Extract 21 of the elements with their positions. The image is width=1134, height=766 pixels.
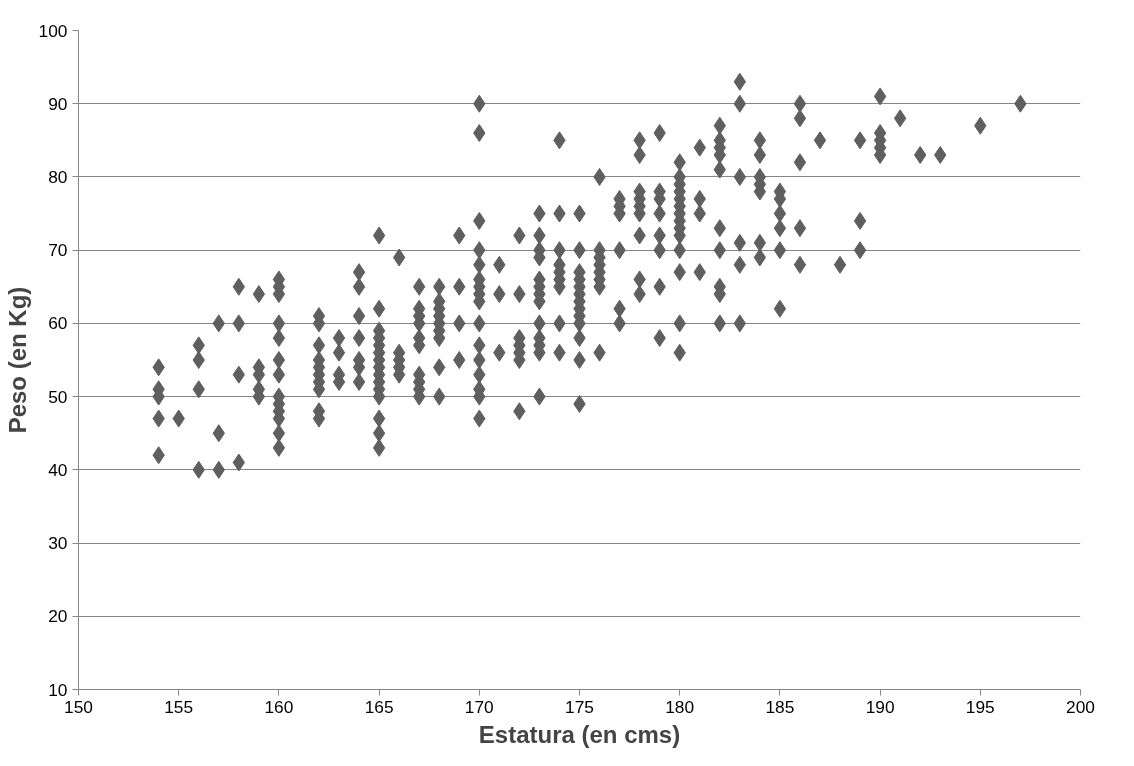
- x-tick-label: 165: [364, 696, 394, 717]
- y-tick-label: 50: [48, 386, 68, 407]
- x-tick-label: 190: [865, 696, 895, 717]
- y-tick-label: 20: [48, 606, 68, 627]
- y-tick-label: 70: [48, 240, 68, 261]
- y-tick-label: 80: [48, 166, 68, 187]
- y-tick-label: 60: [48, 313, 68, 334]
- x-tick-label: 195: [965, 696, 995, 717]
- y-axis-title: Peso (en Kg): [3, 286, 31, 434]
- x-tick-label: 160: [264, 696, 294, 717]
- y-tick-label: 90: [48, 93, 68, 114]
- x-tick-label: 200: [1066, 696, 1095, 717]
- x-tick-label: 155: [164, 696, 194, 717]
- y-tick-label: 40: [48, 459, 68, 480]
- y-tick-label: 30: [48, 533, 68, 554]
- x-tick-label: 185: [765, 696, 795, 717]
- y-tick-label: 100: [38, 20, 68, 41]
- x-tick-label: 170: [464, 696, 494, 717]
- x-tick-label: 175: [565, 696, 594, 717]
- x-axis-title: Estatura (en cms): [478, 720, 681, 748]
- x-tick-label: 180: [665, 696, 695, 717]
